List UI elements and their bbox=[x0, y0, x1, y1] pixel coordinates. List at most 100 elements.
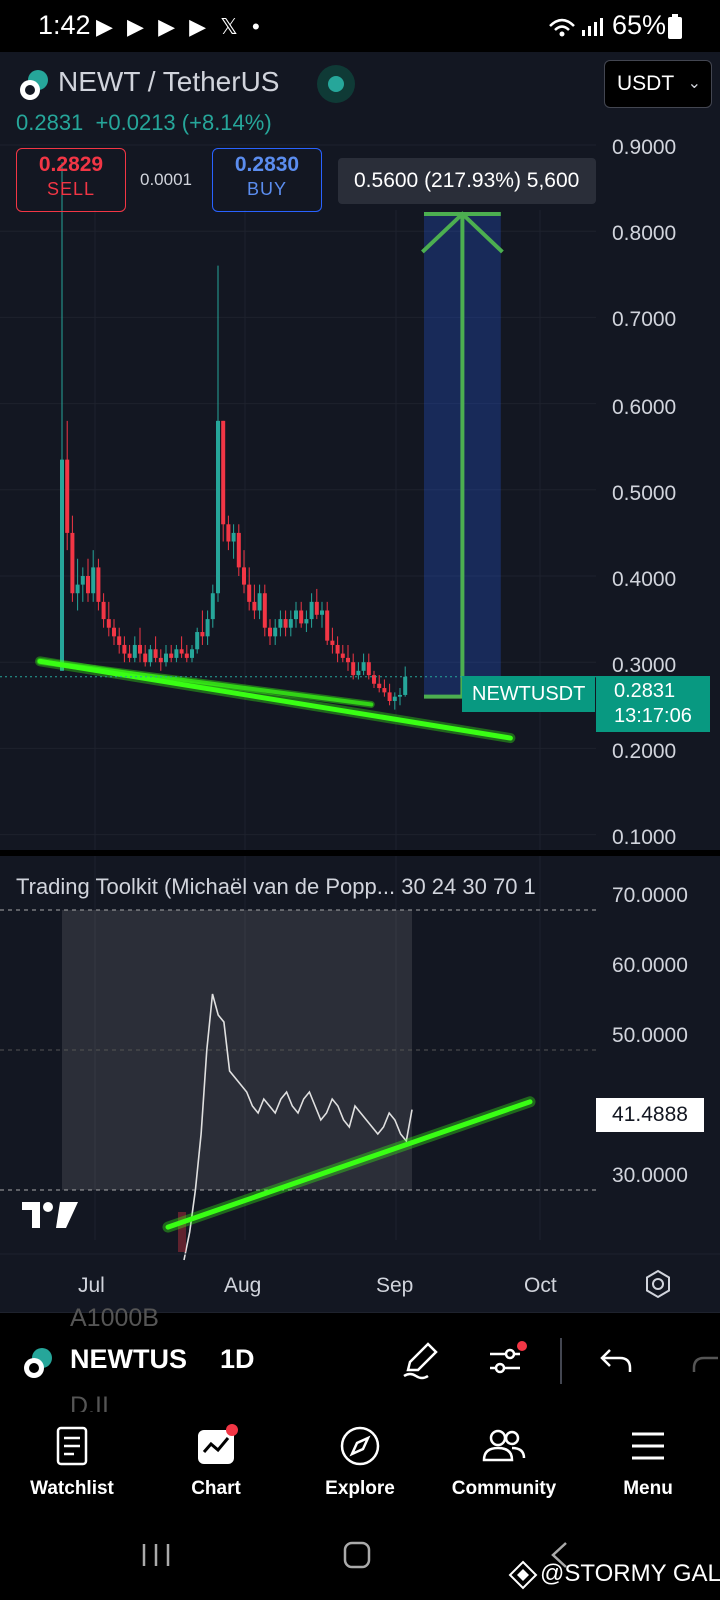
candle-body bbox=[122, 644, 127, 654]
candle-body bbox=[106, 619, 111, 628]
price-change: +0.0213 (+8.14%) bbox=[95, 110, 272, 135]
nav-menu[interactable]: Menu bbox=[576, 1412, 720, 1522]
price-trendline bbox=[37, 658, 513, 741]
chart-settings-icon[interactable] bbox=[642, 1268, 674, 1300]
last-price-tag: 0.2831 13:17:06 bbox=[596, 676, 710, 732]
symbol-price-tag: NEWTUSDT bbox=[462, 676, 596, 712]
candle-body bbox=[288, 619, 293, 628]
currency-select[interactable]: USDT ⌄ bbox=[604, 60, 712, 108]
candle-body bbox=[340, 653, 345, 658]
candle-body bbox=[65, 459, 70, 533]
price-axis-tick: 0.5000 bbox=[612, 482, 677, 505]
undo-icon[interactable] bbox=[600, 1346, 634, 1376]
sell-button[interactable]: 0.2829 SELL bbox=[16, 148, 126, 212]
candle-body bbox=[138, 644, 142, 654]
candle-body bbox=[153, 649, 158, 658]
candle-body bbox=[372, 675, 376, 684]
price-axis-tick: 0.9000 bbox=[612, 136, 677, 159]
candle-body bbox=[86, 576, 90, 594]
price-axis-tick: 0.3000 bbox=[612, 654, 677, 677]
candle-body bbox=[200, 632, 205, 637]
candle-body bbox=[205, 619, 210, 637]
system-navigation bbox=[0, 1522, 720, 1600]
sell-label: SELL bbox=[46, 179, 96, 199]
battery-icon bbox=[668, 14, 682, 39]
time-axis-tick: Oct bbox=[524, 1274, 557, 1297]
status-time: 1:42 bbox=[38, 10, 91, 40]
rsi-axis-tick: 50.0000 bbox=[612, 1024, 688, 1047]
candle-body bbox=[143, 653, 148, 663]
candle-body bbox=[309, 601, 314, 620]
market-status-icon[interactable] bbox=[316, 64, 356, 104]
candle-body bbox=[262, 593, 267, 628]
candle-body bbox=[403, 676, 408, 695]
candle-body bbox=[356, 670, 361, 676]
candle-body bbox=[392, 696, 397, 701]
wifi-signal-icon bbox=[549, 18, 603, 37]
recent-apps-icon[interactable] bbox=[140, 1540, 172, 1570]
last-price: 0.2831 bbox=[16, 110, 84, 135]
candle-body bbox=[195, 632, 200, 650]
bar-countdown: 13:17:06 bbox=[614, 705, 692, 727]
nav-community[interactable]: Community bbox=[432, 1412, 576, 1522]
hamburger-icon bbox=[632, 1432, 664, 1460]
back-icon[interactable] bbox=[548, 1540, 570, 1570]
price-axis-tick: 0.4000 bbox=[612, 568, 677, 591]
symbol-logo-icon bbox=[24, 1348, 52, 1378]
rsi-axis-tick: 30.0000 bbox=[612, 1164, 688, 1187]
candle-body bbox=[346, 657, 350, 663]
candle-body bbox=[387, 692, 392, 701]
candle-body bbox=[75, 584, 80, 594]
indicators-sliders-icon[interactable] bbox=[486, 1340, 530, 1380]
battery-level: 65% bbox=[612, 10, 667, 40]
candle-body bbox=[320, 610, 324, 615]
symbol-title[interactable]: NEWT / TetherUS bbox=[58, 66, 280, 97]
buy-label: BUY bbox=[246, 179, 287, 199]
nav-explore[interactable]: Explore bbox=[288, 1412, 432, 1522]
people-icon bbox=[482, 1429, 526, 1462]
candle-body bbox=[70, 532, 75, 594]
indicator-title[interactable]: Trading Toolkit (Michaël van de Popp... … bbox=[16, 874, 536, 899]
candle-body bbox=[91, 567, 96, 594]
price-trendline bbox=[38, 659, 374, 707]
pencil-draw-icon[interactable] bbox=[400, 1340, 440, 1380]
notification-icons: ▶ ▶ ▶ ▶ 𝕏 • bbox=[96, 14, 264, 39]
nav-watchlist[interactable]: Watchlist bbox=[0, 1412, 144, 1522]
nav-label: Watchlist bbox=[30, 1478, 114, 1499]
interval-button[interactable]: 1D bbox=[220, 1344, 255, 1374]
price-axis-tick: 0.6000 bbox=[612, 396, 677, 419]
candle-body bbox=[60, 459, 64, 671]
candle-body bbox=[96, 567, 101, 602]
candle-body bbox=[158, 657, 163, 663]
price-axis-tick: 0.1000 bbox=[612, 826, 677, 844]
candle-body bbox=[252, 601, 257, 611]
candle-body bbox=[132, 644, 137, 658]
candle-body bbox=[398, 694, 402, 697]
home-icon[interactable] bbox=[342, 1540, 372, 1570]
candle-body bbox=[335, 644, 340, 654]
rsi-value-tag: 41.4888 bbox=[596, 1098, 704, 1132]
candle-body bbox=[361, 662, 366, 671]
measure-readout: 0.5600 (217.93%) 5,600 bbox=[338, 158, 596, 204]
candle-body bbox=[314, 601, 319, 615]
candle-body bbox=[366, 662, 371, 676]
candle-body bbox=[169, 653, 174, 658]
candle-body bbox=[174, 649, 179, 658]
nav-chart[interactable]: Chart bbox=[144, 1412, 288, 1522]
candle-body bbox=[330, 640, 335, 645]
bottom-navigation: Watchlist Chart Explore Community Me bbox=[0, 1412, 720, 1522]
candle-body bbox=[268, 627, 272, 637]
toolbar-symbol-button[interactable]: NEWTUS bbox=[70, 1344, 187, 1374]
rsi-axis-tick: 60.0000 bbox=[612, 954, 688, 977]
candle-body bbox=[351, 662, 356, 676]
price-change-line: 0.2831 +0.0213 (+8.14%) bbox=[16, 110, 272, 136]
buy-button[interactable]: 0.2830 BUY bbox=[212, 148, 322, 212]
sell-price: 0.2829 bbox=[38, 153, 104, 176]
redo-icon[interactable] bbox=[690, 1346, 720, 1376]
nav-label: Menu bbox=[623, 1478, 673, 1499]
chevron-down-icon: ⌄ bbox=[687, 75, 701, 92]
measure-arrow-head bbox=[421, 211, 504, 254]
candle-body bbox=[231, 532, 236, 542]
candle-body bbox=[299, 610, 304, 624]
